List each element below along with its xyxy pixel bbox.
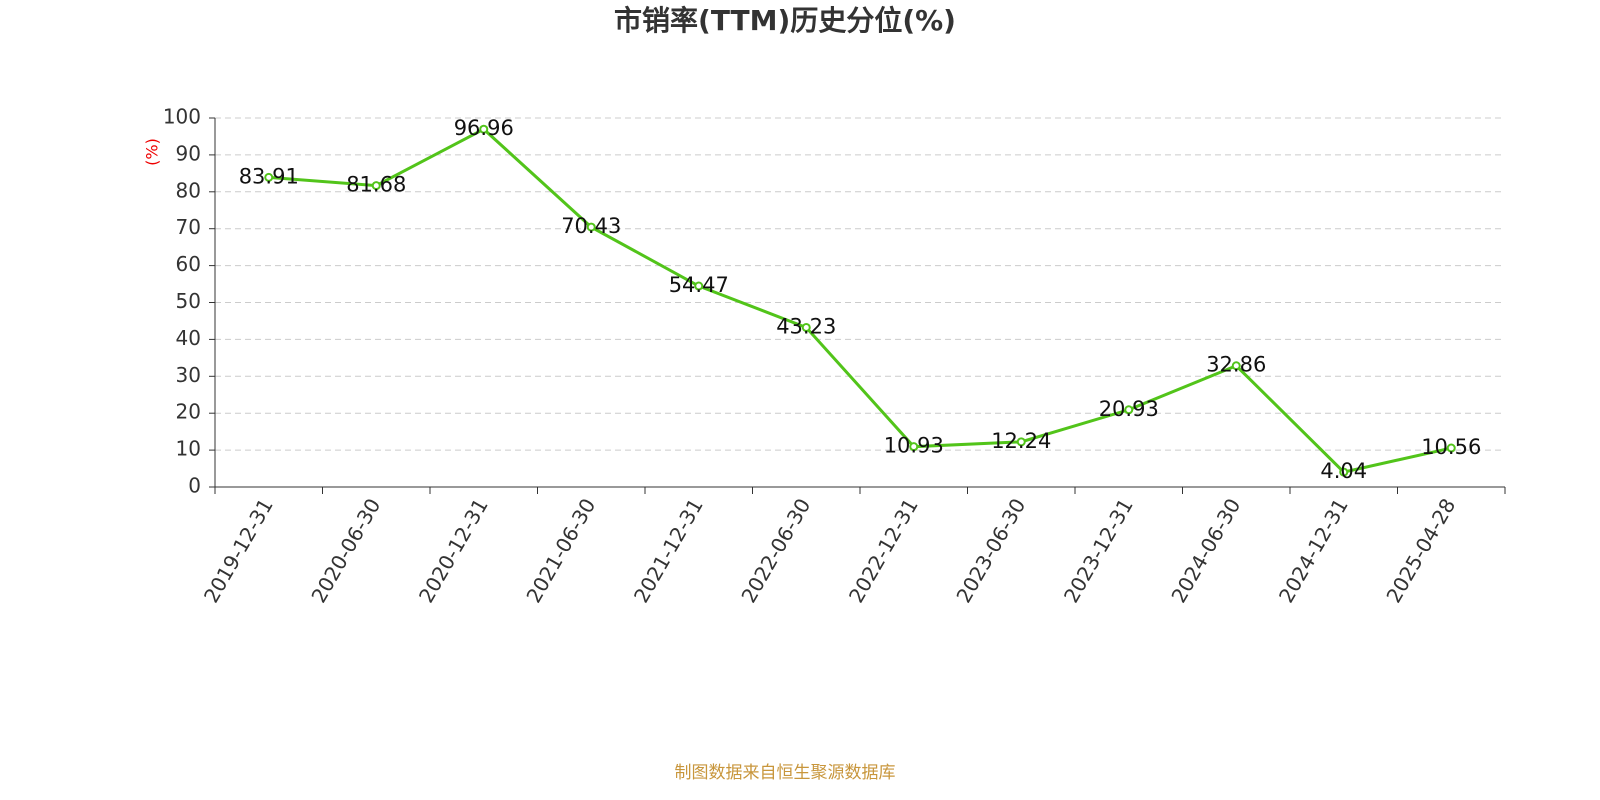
- point: [801, 322, 811, 332]
- x-tick-label: 2023-12-31: [1059, 494, 1138, 607]
- value-label: 20.93: [1099, 397, 1159, 421]
- y-tick-label: 10: [176, 437, 201, 461]
- y-tick-label: 0: [188, 474, 201, 498]
- y-tick-label: 50: [176, 289, 201, 313]
- x-tick-label: 2019-12-31: [199, 494, 278, 607]
- value-label: 10.56: [1421, 435, 1481, 459]
- value-label: 10.93: [884, 434, 944, 458]
- x-tick-label: 2020-12-31: [414, 494, 493, 607]
- x-tick-label: 2021-12-31: [629, 494, 708, 607]
- point: [371, 181, 381, 191]
- x-tick-label: 2024-12-31: [1274, 494, 1353, 607]
- source-note: 制图数据来自恒生聚源数据库: [675, 763, 896, 783]
- x-tick-label: 2022-06-30: [736, 494, 815, 607]
- point: [909, 442, 919, 452]
- y-tick-label: 40: [176, 326, 201, 350]
- point: [1339, 467, 1349, 477]
- value-label: 12.24: [991, 429, 1051, 453]
- point: [1446, 443, 1456, 453]
- x-tick-label: 2023-06-30: [951, 494, 1030, 607]
- x-tick-label: 2022-12-31: [844, 494, 923, 607]
- y-tick-label: 60: [176, 252, 201, 276]
- point: [694, 281, 704, 291]
- value-label: 43.23: [776, 314, 836, 338]
- y-tick-label: 100: [163, 105, 201, 129]
- point: [264, 172, 274, 182]
- value-label: 32.86: [1206, 353, 1266, 377]
- point: [1016, 437, 1026, 447]
- point: [1124, 405, 1134, 415]
- point: [479, 124, 489, 134]
- value-label: 83.91: [239, 164, 299, 188]
- point: [1231, 361, 1241, 371]
- chart-title: 市销率(TTM)历史分位(%): [614, 4, 956, 37]
- value-label: 4.04: [1320, 459, 1367, 483]
- point: [586, 222, 596, 232]
- y-tick-label: 90: [176, 141, 201, 165]
- value-label: 81.68: [346, 173, 406, 197]
- y-tick-label: 70: [176, 215, 201, 239]
- value-label: 96.96: [454, 116, 514, 140]
- y-tick-label: 30: [176, 363, 201, 387]
- x-tick-label: 2025-04-28: [1381, 494, 1460, 607]
- y-axis-label: (%): [143, 138, 162, 166]
- line: [268, 127, 1452, 474]
- x-tick-label: 2024-06-30: [1166, 494, 1245, 607]
- y-tick-label: 80: [176, 178, 201, 202]
- y-tick-label: 20: [176, 400, 201, 424]
- x-tick-label: 2021-06-30: [521, 494, 600, 607]
- value-label: 54.47: [669, 273, 729, 297]
- x-tick-label: 2020-06-30: [306, 494, 385, 607]
- value-label: 70.43: [561, 214, 621, 238]
